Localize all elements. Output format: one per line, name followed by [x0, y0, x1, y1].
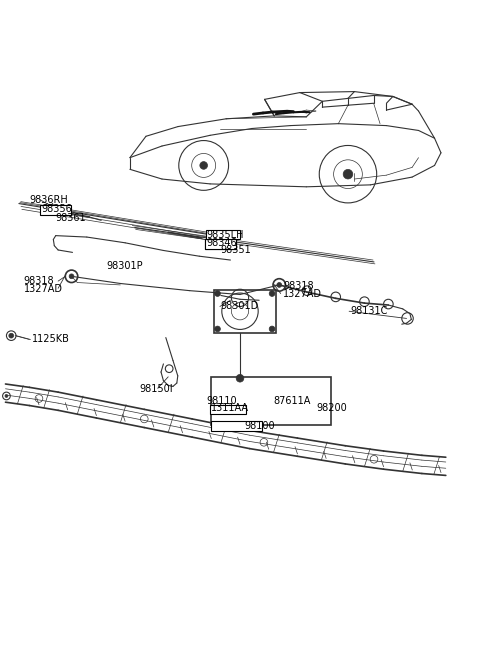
Circle shape [269, 291, 275, 297]
Text: 98200: 98200 [317, 403, 348, 413]
Bar [211, 421, 262, 431]
Text: 98150I: 98150I [140, 384, 173, 394]
Text: 98361: 98361 [56, 213, 86, 223]
Bar [214, 290, 276, 333]
Circle shape [200, 161, 207, 169]
Text: 98318: 98318 [24, 276, 54, 286]
Bar [205, 230, 240, 239]
Bar [205, 239, 236, 249]
Circle shape [165, 365, 173, 373]
Text: 98131C: 98131C [350, 306, 387, 316]
Bar [210, 405, 246, 414]
Circle shape [236, 375, 244, 382]
Text: 98301P: 98301P [106, 261, 143, 271]
Circle shape [343, 169, 353, 179]
Bar [40, 205, 71, 215]
Circle shape [215, 291, 220, 297]
Text: 98356: 98356 [41, 204, 72, 215]
Text: 98351: 98351 [221, 245, 252, 255]
Text: 1327AD: 1327AD [283, 289, 322, 298]
Circle shape [9, 333, 13, 338]
Text: 9836RH: 9836RH [29, 195, 68, 205]
Text: 1311AA: 1311AA [211, 403, 249, 413]
Text: 9835LH: 9835LH [206, 230, 244, 239]
Text: 98100: 98100 [245, 421, 276, 431]
Circle shape [215, 326, 220, 332]
Bar [205, 239, 236, 249]
Circle shape [5, 394, 8, 398]
Text: 98110: 98110 [206, 396, 237, 406]
Text: 98301D: 98301D [221, 302, 259, 312]
Text: 1327AD: 1327AD [24, 284, 63, 294]
Bar [211, 377, 331, 424]
Text: 1125KB: 1125KB [32, 335, 70, 344]
Circle shape [269, 326, 275, 332]
Circle shape [277, 283, 282, 287]
Text: 98318: 98318 [283, 281, 314, 291]
Circle shape [69, 274, 74, 279]
Text: 98346: 98346 [206, 238, 237, 248]
Text: 87611A: 87611A [274, 396, 311, 406]
